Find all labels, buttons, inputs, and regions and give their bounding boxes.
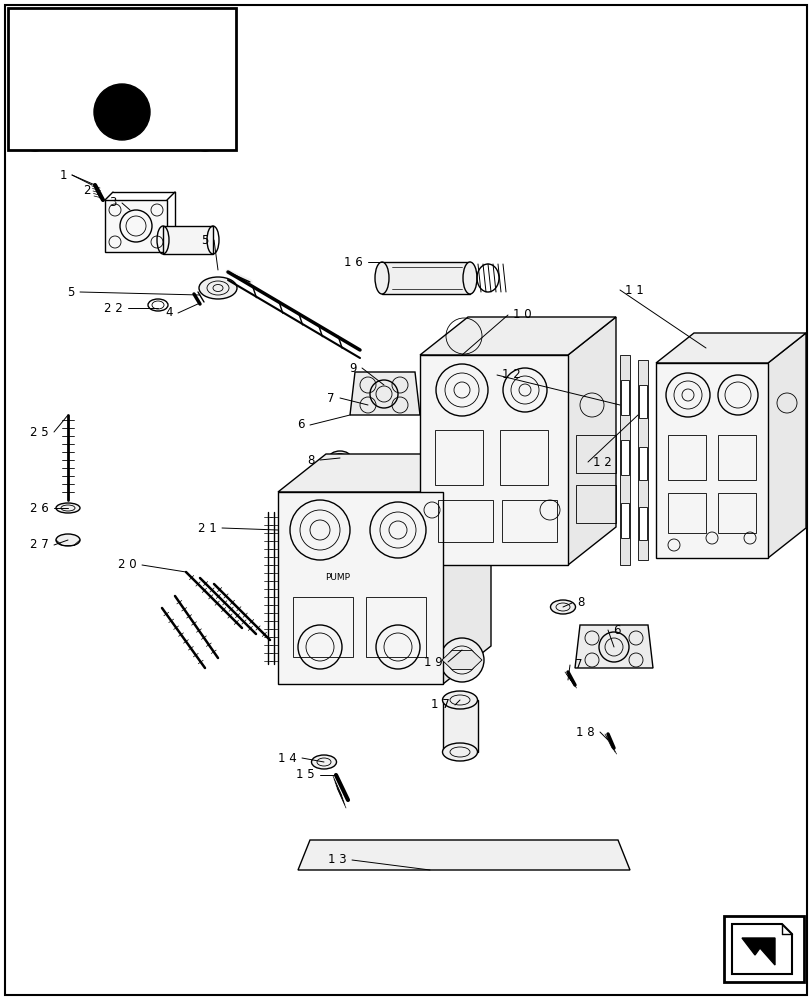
Ellipse shape	[199, 277, 237, 299]
Polygon shape	[16, 90, 60, 118]
Bar	[293, 597, 353, 657]
Ellipse shape	[56, 534, 80, 546]
Bar	[620, 503, 629, 538]
Bar	[55, 75, 145, 137]
Text: 5: 5	[67, 286, 75, 298]
Text: 1 5: 1 5	[296, 768, 315, 781]
Text: 9: 9	[349, 361, 357, 374]
Bar	[437, 500, 492, 542]
Bar	[637, 360, 647, 560]
Bar	[638, 507, 646, 540]
Polygon shape	[568, 317, 616, 565]
Text: 2 2: 2 2	[104, 302, 122, 314]
Bar	[70, 88, 90, 108]
Polygon shape	[350, 372, 419, 415]
Polygon shape	[655, 333, 805, 363]
Bar	[163, 226, 212, 254]
Text: 7: 7	[574, 658, 581, 672]
Bar	[717, 435, 755, 480]
Ellipse shape	[56, 503, 80, 513]
Text: 2 7: 2 7	[30, 538, 49, 552]
Text: 7: 7	[327, 391, 335, 404]
Bar	[638, 447, 646, 480]
Circle shape	[440, 638, 483, 682]
Text: 1 2: 1 2	[501, 368, 520, 381]
Text: 1 0: 1 0	[513, 308, 531, 322]
Text: 1: 1	[59, 169, 67, 182]
Text: 5: 5	[201, 233, 208, 246]
Bar	[202, 15, 210, 27]
Bar	[435, 430, 483, 485]
Ellipse shape	[442, 743, 477, 761]
Ellipse shape	[375, 262, 388, 294]
Polygon shape	[731, 924, 791, 974]
Ellipse shape	[328, 451, 350, 465]
Bar	[575, 485, 616, 523]
Text: 4: 4	[165, 306, 173, 320]
Text: 2 6: 2 6	[30, 502, 49, 514]
Text: 6: 6	[612, 624, 620, 637]
Text: 2 0: 2 0	[118, 558, 137, 572]
Bar	[277, 492, 443, 684]
Text: 1 2: 1 2	[592, 456, 611, 468]
Bar	[667, 493, 705, 533]
Bar	[366, 597, 426, 657]
Polygon shape	[277, 454, 491, 492]
Text: 2 5: 2 5	[30, 426, 49, 438]
Polygon shape	[443, 454, 491, 684]
Polygon shape	[574, 625, 652, 668]
Bar	[620, 380, 629, 415]
Bar	[620, 440, 629, 475]
Polygon shape	[767, 333, 805, 558]
Text: 1 7: 1 7	[431, 698, 449, 712]
Text: 1 4: 1 4	[278, 752, 297, 764]
Bar	[655, 363, 767, 558]
Ellipse shape	[462, 262, 476, 294]
Bar	[723, 916, 803, 982]
Bar	[620, 355, 629, 565]
Bar	[381, 262, 470, 294]
Bar	[105, 200, 167, 252]
Ellipse shape	[550, 600, 575, 614]
Bar	[204, 12, 227, 30]
Text: 1 8: 1 8	[576, 726, 594, 738]
Bar	[443, 700, 478, 752]
Bar	[100, 68, 145, 98]
Bar	[62, 82, 97, 127]
Text: 2: 2	[84, 184, 91, 197]
Ellipse shape	[442, 691, 477, 709]
Polygon shape	[741, 938, 774, 965]
Text: 1 1: 1 1	[624, 284, 643, 296]
Polygon shape	[139, 16, 220, 85]
Text: 8: 8	[307, 454, 315, 466]
Text: 1 9: 1 9	[423, 656, 443, 668]
Bar	[500, 430, 547, 485]
Bar	[717, 493, 755, 533]
Ellipse shape	[311, 755, 336, 769]
Circle shape	[94, 84, 150, 140]
Bar	[667, 435, 705, 480]
Text: PUMP: PUMP	[325, 572, 350, 582]
Polygon shape	[298, 840, 629, 870]
Text: 8: 8	[577, 596, 584, 609]
Text: 1 6: 1 6	[344, 255, 363, 268]
Bar	[575, 435, 616, 473]
Text: 1 3: 1 3	[328, 853, 346, 866]
Polygon shape	[419, 317, 616, 355]
Bar	[501, 500, 556, 542]
Polygon shape	[441, 650, 482, 670]
Bar	[8, 8, 236, 150]
Text: 3: 3	[109, 196, 117, 210]
Text: 2 1: 2 1	[198, 522, 217, 534]
Text: 6: 6	[297, 418, 305, 432]
Bar	[419, 355, 568, 565]
Bar	[638, 385, 646, 418]
